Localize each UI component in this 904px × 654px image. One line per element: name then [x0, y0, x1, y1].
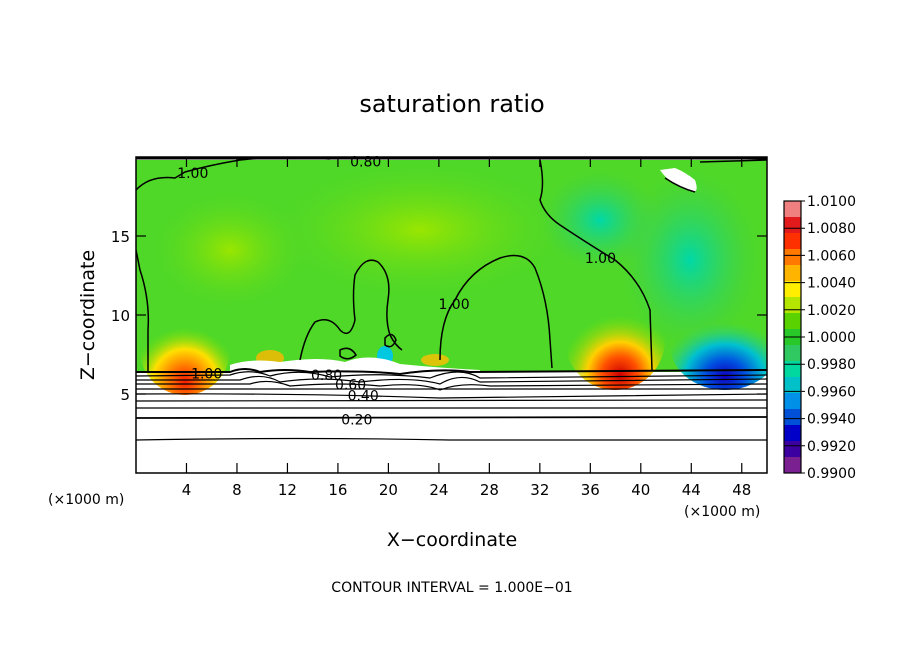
contour-top-right	[664, 177, 696, 193]
x-tick-label: 12	[278, 481, 297, 499]
x-tick-label: 28	[480, 481, 499, 499]
x-unit-right: (×1000 m)	[684, 504, 760, 520]
colorbar-label: 0.9940	[807, 412, 856, 428]
colorbar-label: 1.0040	[807, 276, 856, 292]
contour-1.00-cloud	[299, 259, 403, 361]
contour-0.20	[136, 416, 767, 419]
contour-1.00-lobe	[439, 254, 553, 369]
x-unit-left: (×1000 m)	[48, 492, 124, 508]
stable-layer-contours	[136, 368, 767, 441]
top-white-patch	[660, 168, 697, 192]
contour-label: 1.00	[585, 251, 616, 267]
contour-small	[384, 333, 397, 348]
x-axis: 4 8 12 16 20 24 28 32 36 40 44 48	[182, 157, 751, 499]
colorbar-swatch	[784, 425, 801, 442]
contour-label: 1.00	[191, 366, 222, 382]
x-tick-label: 24	[429, 481, 448, 499]
contour-label: 0.80	[311, 368, 342, 384]
x-tick-label: 40	[631, 481, 650, 499]
x-tick-label: 32	[530, 481, 549, 499]
x-axis-label: X−coordinate	[387, 529, 517, 551]
contour-interval-note: CONTOUR INTERVAL = 1.000E−01	[331, 580, 572, 596]
colorbar-swatch	[784, 217, 801, 234]
x-tick-label: 20	[379, 481, 398, 499]
y-tick-label: 5	[120, 386, 130, 404]
colorbar-swatch	[784, 313, 801, 330]
x-tick-label: 48	[732, 481, 751, 499]
x-tick-label: 4	[182, 481, 192, 499]
colorbar-swatch	[784, 297, 801, 314]
contour-label: 1.00	[177, 166, 208, 182]
contour-0.80	[136, 375, 767, 385]
colorbar-swatch	[784, 201, 801, 218]
x-tick-label: 16	[328, 481, 347, 499]
contour-label: 0.20	[341, 412, 372, 428]
colorbar-swatch	[784, 345, 801, 362]
light-green-region	[270, 160, 570, 300]
contour-label: 0.60	[335, 378, 366, 394]
contour-1.00-main	[136, 249, 150, 372]
colorbar-label: 0.9980	[807, 357, 856, 373]
colorbar-swatch	[784, 233, 801, 250]
colorbar-swatch	[784, 393, 801, 410]
light-green-region	[150, 190, 310, 310]
colorbar-label: 1.0020	[807, 303, 856, 319]
contour-small	[339, 347, 357, 360]
colorbar-swatch	[784, 281, 801, 298]
colorbar-label: 0.9900	[807, 466, 856, 482]
contour-labels: 1.000.801.001.001.00 0.800.600.400.20	[177, 155, 616, 429]
colorbar-label: 1.0080	[807, 221, 856, 237]
contour-0.70	[136, 380, 767, 391]
colorbar-swatch	[784, 361, 801, 378]
x-tick-label: 8	[232, 481, 242, 499]
plot-area	[136, 157, 767, 473]
y-tick-label: 15	[111, 228, 130, 246]
contour-0.10	[136, 437, 767, 441]
colorbar-label: 0.9920	[807, 439, 856, 455]
yellow-patch	[421, 354, 449, 366]
x-tick-label: 36	[581, 481, 600, 499]
colorbar-label: 1.0100	[807, 194, 856, 210]
y-tick-label: 10	[111, 307, 130, 325]
contour-0.90	[136, 371, 767, 379]
chart-title: saturation ratio	[359, 90, 544, 118]
colorbar-label: 1.0000	[807, 330, 856, 346]
supersaturated-region-right	[565, 290, 665, 390]
contour-1.00-right	[539, 159, 653, 371]
contour-0.50	[136, 393, 767, 399]
contour-top-right	[699, 159, 767, 163]
contour-boundary	[136, 368, 767, 376]
subsaturated-region-right	[670, 300, 767, 390]
x-tick-label: 44	[682, 481, 701, 499]
y-axis-label: Z−coordinate	[77, 250, 99, 380]
colorbar-swatch	[784, 457, 801, 474]
colorbar-swatch	[784, 409, 801, 426]
colorbar: 1.0100 1.0080 1.0060 1.0040 1.0020 1.0000 0.99…	[783, 194, 856, 482]
colorbar-label: 1.0060	[807, 248, 856, 264]
contour-lines	[136, 157, 767, 372]
colorbar-swatch	[784, 249, 801, 266]
y-axis: 5 10 15	[111, 228, 767, 404]
colorbar-swatch	[784, 377, 801, 394]
contour-0.40	[136, 399, 767, 402]
colorbar-swatch	[784, 441, 801, 458]
colorbar-swatch	[784, 265, 801, 282]
inversion-white-band	[230, 357, 480, 372]
contour-label: 1.00	[438, 297, 469, 313]
colorbar-label: 0.9960	[807, 384, 856, 400]
contour-label: 0.80	[350, 155, 381, 171]
contour-label: 0.40	[348, 389, 379, 405]
